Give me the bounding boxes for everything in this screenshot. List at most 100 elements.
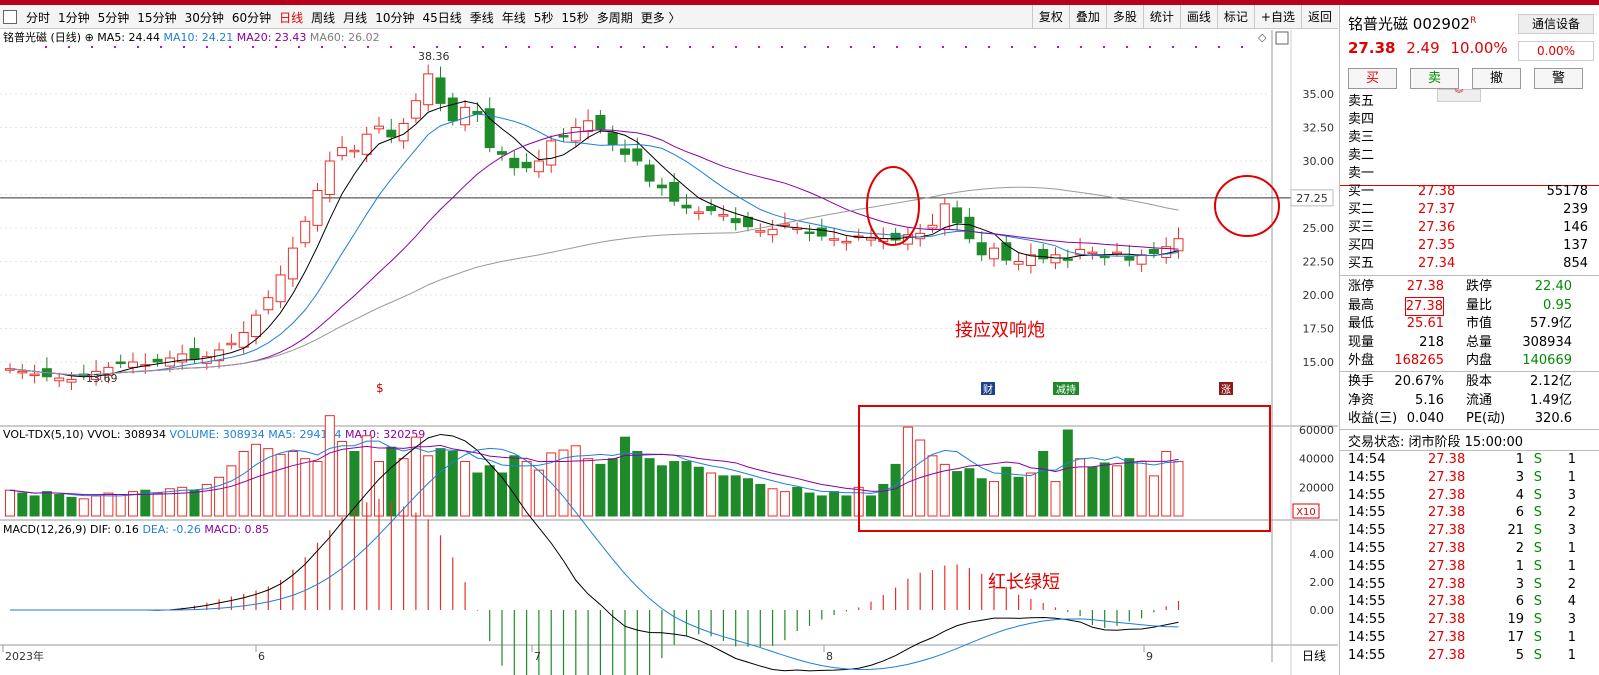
event-marker-box-1 — [981, 382, 995, 395]
tick-row: 14:55 27.38 4 S 3 — [1348, 487, 1599, 505]
ask-row: 卖四 — [1348, 111, 1596, 128]
candle-body — [128, 361, 138, 368]
tick-count: 1 — [1567, 647, 1576, 663]
collapse-chevron-icon[interactable]: ︾ — [1437, 89, 1481, 102]
stat-row: 外盘 168265 内盘 140669 — [1348, 352, 1596, 369]
candle-body — [583, 120, 594, 133]
tick-count: 1 — [1567, 558, 1576, 574]
toolbar-button-2[interactable]: 多股 — [1105, 5, 1143, 29]
toolbar-button-6[interactable]: +自选 — [1253, 5, 1301, 29]
event-marker-box-3 — [1219, 382, 1233, 395]
volume-bar — [238, 451, 249, 517]
period-tab-9[interactable]: 10分钟 — [375, 10, 415, 25]
tick-count: 1 — [1567, 541, 1576, 556]
ask-label: 卖四 — [1348, 112, 1375, 127]
trade-button-0[interactable]: 买 — [1348, 68, 1397, 89]
candle-body — [620, 148, 630, 155]
candle-body — [103, 366, 114, 376]
candle-body — [1038, 248, 1049, 260]
price-axis-label: 20.00 — [1303, 289, 1335, 302]
period-tab-10[interactable]: 45日线 — [422, 10, 462, 25]
ma-legend-1: MA10: 24.21 — [164, 31, 237, 44]
signal-dot — [551, 46, 553, 48]
price-axis-label: 22.50 — [1303, 256, 1335, 269]
trade-button-2[interactable]: 撤 — [1472, 68, 1521, 89]
tick-count: 1 — [1567, 452, 1576, 467]
period-tab-11[interactable]: 季线 — [469, 10, 494, 25]
volume-bar — [1136, 461, 1147, 517]
toolbar-button-7[interactable]: 返回 — [1300, 5, 1338, 29]
candle-body — [1112, 251, 1122, 255]
vol-ma5-line — [9, 440, 1179, 497]
tick-time: 14:55 — [1348, 576, 1386, 592]
signal-dot — [206, 46, 208, 48]
volume-bar — [792, 486, 803, 517]
x-axis-label: 7 — [534, 650, 541, 663]
period-tab-8[interactable]: 月线 — [343, 10, 368, 25]
tick-price: 27.38 — [1428, 576, 1466, 592]
stat-value: 27.38 — [1404, 296, 1444, 316]
candle-body — [509, 157, 520, 169]
volume-bar — [41, 491, 52, 517]
stat2-row: 收益(三) 0.040 PE(动) 320.6 — [1348, 410, 1596, 427]
volume-bar — [263, 448, 274, 517]
candle-body — [1025, 254, 1036, 267]
toolbar-button-5[interactable]: 标记 — [1216, 5, 1254, 29]
volume-bar — [29, 495, 40, 517]
candle-body — [152, 358, 163, 363]
volume-bar — [78, 498, 89, 517]
stat-value: 2.12亿 — [1530, 374, 1572, 389]
tick-time: 14:55 — [1348, 487, 1386, 503]
tick-volume: 2 — [1515, 541, 1524, 556]
volume-bar — [804, 492, 815, 517]
period-tab-15[interactable]: 多周期 — [596, 10, 633, 25]
volume-bar — [115, 494, 126, 517]
toolbar-button-3[interactable]: 统计 — [1142, 5, 1180, 29]
period-tab-16[interactable]: 更多 〉 — [640, 10, 681, 25]
stat-label: 量比 — [1466, 297, 1493, 313]
period-tab-13[interactable]: 5秒 — [533, 10, 554, 25]
period-tab-7[interactable]: 周线 — [311, 10, 336, 25]
ma-legend-3: MA60: 26.02 — [310, 31, 380, 44]
period-tab-14[interactable]: 15秒 — [561, 10, 589, 25]
toolbar-button-0[interactable]: 复权 — [1031, 5, 1069, 29]
volume-bar — [17, 492, 28, 517]
trade-button-3[interactable]: 警 — [1534, 68, 1583, 89]
candle-body — [952, 207, 963, 224]
x-axis-label: 6 — [258, 650, 265, 663]
divider-4 — [1340, 450, 1599, 451]
tick-direction: S — [1533, 452, 1542, 467]
period-tab-12[interactable]: 年线 — [501, 10, 526, 25]
candle-body — [177, 353, 188, 363]
candle-body — [546, 140, 557, 166]
volume-bar — [226, 465, 237, 517]
period-tab-5[interactable]: 60分钟 — [231, 10, 272, 25]
tick-price: 27.38 — [1428, 523, 1466, 539]
bid-label: 买二 — [1348, 202, 1375, 217]
period-tab-1[interactable]: 1分钟 — [58, 10, 90, 25]
volume-bar — [829, 491, 840, 517]
signal-dot — [413, 46, 415, 48]
volume-bar — [927, 455, 938, 517]
tick-price: 27.38 — [1428, 452, 1466, 467]
volume-bar — [300, 458, 311, 517]
tick-count: 2 — [1567, 505, 1576, 521]
kline-chart-area[interactable]: 铭普光磁 (日线) ⊕ MA5: 24.44 MA10: 24.21 MA20:… — [0, 30, 1338, 675]
signal-dot — [1195, 46, 1197, 48]
period-tab-3[interactable]: 15分钟 — [137, 10, 177, 25]
tick-row: 14:55 27.38 2 S 1 — [1348, 540, 1599, 558]
toolbar-button-1[interactable]: 叠加 — [1068, 5, 1106, 29]
period-tab-0[interactable]: 分时 — [26, 10, 51, 25]
period-tab-2[interactable]: 5分钟 — [97, 10, 130, 25]
trade-button-1[interactable]: 卖 — [1410, 68, 1459, 89]
signal-dot — [390, 46, 392, 48]
sector-tag[interactable]: 通信设备 — [1518, 14, 1594, 34]
toolbar-button-4[interactable]: 画线 — [1179, 5, 1217, 29]
volume-bar — [177, 486, 188, 517]
chart-canvas[interactable]: 铭普光磁 (日线) ⊕ MA5: 24.44 MA10: 24.21 MA20:… — [0, 30, 1338, 675]
panel-toggle-icon[interactable] — [3, 10, 17, 24]
period-tab-4[interactable]: 30分钟 — [184, 10, 224, 25]
period-tab-6[interactable]: 日线 — [279, 10, 304, 25]
stat-row: 最高 27.38 量比 0.95 — [1348, 296, 1596, 316]
tick-volume: 17 — [1507, 630, 1524, 645]
